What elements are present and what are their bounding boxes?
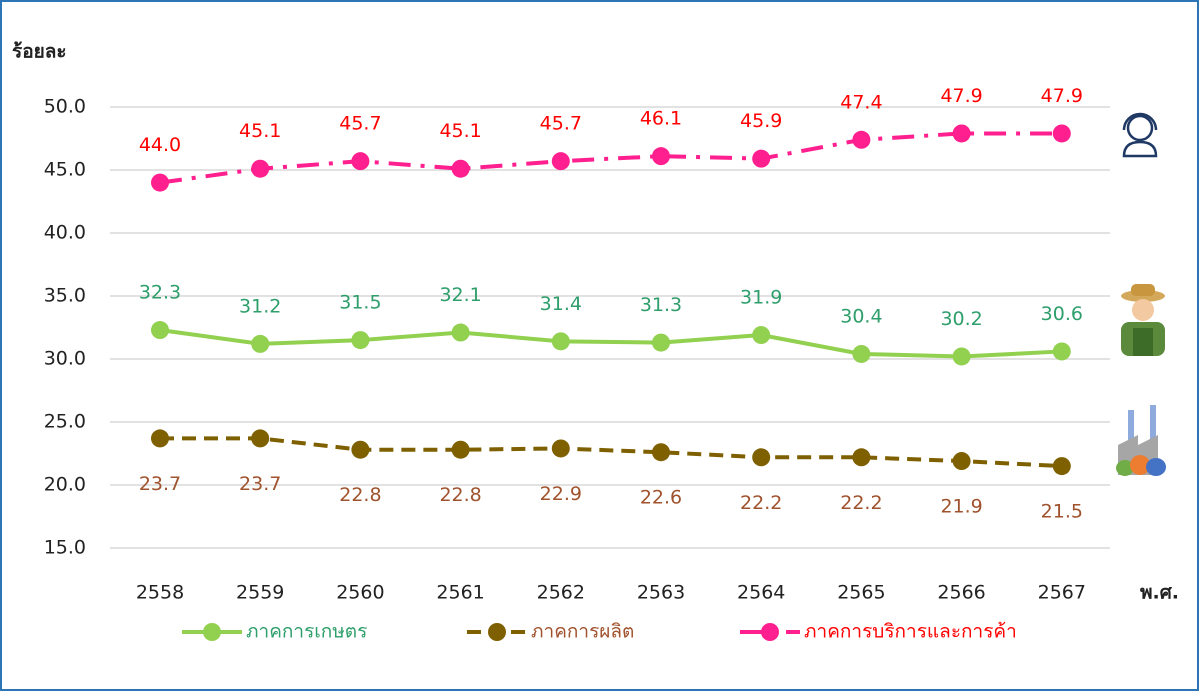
data-label: 22.8 — [439, 484, 481, 506]
data-label: 30.4 — [840, 305, 882, 327]
data-label: 30.6 — [1041, 303, 1083, 325]
data-label: 47.9 — [1041, 85, 1083, 107]
x-tick-label: 2562 — [537, 582, 585, 604]
data-label: 22.2 — [840, 492, 882, 514]
x-tick-label: 2567 — [1038, 582, 1086, 604]
data-label: 45.7 — [540, 113, 582, 135]
y-tick-label: 45.0 — [44, 159, 86, 181]
data-label: 21.5 — [1041, 501, 1083, 523]
data-label: 31.4 — [540, 293, 582, 315]
x-tick-label: 2558 — [136, 582, 184, 604]
data-label: 23.7 — [239, 473, 281, 495]
series-line — [159, 131, 1062, 185]
legend-label: ภาคการบริการและการค้า — [804, 621, 1017, 643]
data-point — [251, 429, 270, 448]
data-point — [852, 344, 871, 363]
data-label: 47.9 — [940, 85, 982, 107]
y-axis-label: ร้อยละ — [12, 41, 67, 63]
y-tick-label: 35.0 — [44, 285, 86, 307]
data-label: 45.1 — [439, 120, 481, 142]
series-line — [160, 436, 1062, 469]
x-tick-label: 2564 — [737, 582, 785, 604]
data-point — [251, 159, 270, 178]
data-label: 31.5 — [339, 292, 381, 314]
data-point — [451, 440, 470, 459]
data-label: 45.7 — [339, 113, 381, 135]
x-tick-label: 2566 — [937, 582, 985, 604]
data-point — [151, 321, 169, 340]
data-label: 44.0 — [139, 134, 181, 156]
y-tick-label: 15.0 — [44, 537, 86, 559]
legend-marker — [203, 623, 221, 641]
data-label: 47.4 — [840, 91, 882, 113]
data-point — [952, 124, 971, 143]
data-label: 31.2 — [239, 295, 281, 317]
data-point — [351, 152, 370, 171]
data-label: 30.2 — [940, 308, 982, 330]
data-point — [852, 130, 871, 149]
x-tick-label: 2563 — [637, 582, 685, 604]
data-point — [1052, 124, 1071, 143]
service-icon — [1122, 112, 1158, 158]
data-point — [952, 347, 971, 366]
y-tick-label: 25.0 — [44, 411, 86, 433]
y-tick-label: 50.0 — [44, 96, 86, 118]
data-label: 32.3 — [139, 282, 181, 304]
data-point — [652, 443, 670, 462]
x-axis-label: พ.ศ. — [1140, 582, 1179, 604]
data-point — [952, 452, 971, 471]
data-point — [451, 323, 470, 342]
x-tick-label: 2565 — [837, 582, 885, 604]
data-point — [1052, 457, 1071, 476]
farmer-icon — [1121, 284, 1165, 356]
data-label: 45.1 — [239, 120, 281, 142]
data-label: 22.6 — [640, 487, 682, 509]
data-label: 22.2 — [740, 492, 782, 514]
y-tick-label: 20.0 — [44, 474, 86, 496]
data-point — [351, 331, 370, 350]
data-label: 23.7 — [139, 473, 181, 495]
y-tick-label: 30.0 — [44, 348, 86, 370]
data-label: 21.9 — [940, 496, 982, 518]
data-point — [551, 152, 570, 171]
data-point — [151, 173, 169, 192]
data-point — [451, 159, 470, 178]
data-point — [852, 448, 871, 467]
data-point — [351, 440, 370, 459]
data-point — [752, 149, 771, 168]
data-label: 22.8 — [339, 484, 381, 506]
data-point — [151, 429, 169, 448]
data-label: 31.3 — [640, 294, 682, 316]
data-point — [752, 326, 771, 345]
legend-marker — [488, 623, 506, 641]
data-label: 22.9 — [540, 483, 582, 505]
data-label: 45.9 — [740, 110, 782, 132]
data-point — [551, 332, 570, 351]
data-point — [1052, 342, 1071, 361]
data-point — [551, 439, 570, 458]
data-label: 31.9 — [740, 287, 782, 309]
series-line — [159, 328, 1062, 359]
data-point — [251, 334, 270, 353]
data-point — [752, 448, 771, 467]
data-point — [652, 147, 670, 166]
data-label: 32.1 — [439, 284, 481, 306]
legend-label: ภาคการเกษตร — [246, 621, 367, 643]
legend-marker — [761, 623, 779, 641]
factory-icon — [1116, 405, 1166, 476]
y-tick-label: 40.0 — [44, 222, 86, 244]
data-point — [652, 333, 670, 352]
x-tick-label: 2559 — [236, 582, 284, 604]
x-tick-label: 2560 — [336, 582, 384, 604]
data-label: 46.1 — [640, 108, 682, 130]
x-tick-label: 2561 — [436, 582, 484, 604]
legend-label: ภาคการผลิต — [531, 621, 634, 643]
